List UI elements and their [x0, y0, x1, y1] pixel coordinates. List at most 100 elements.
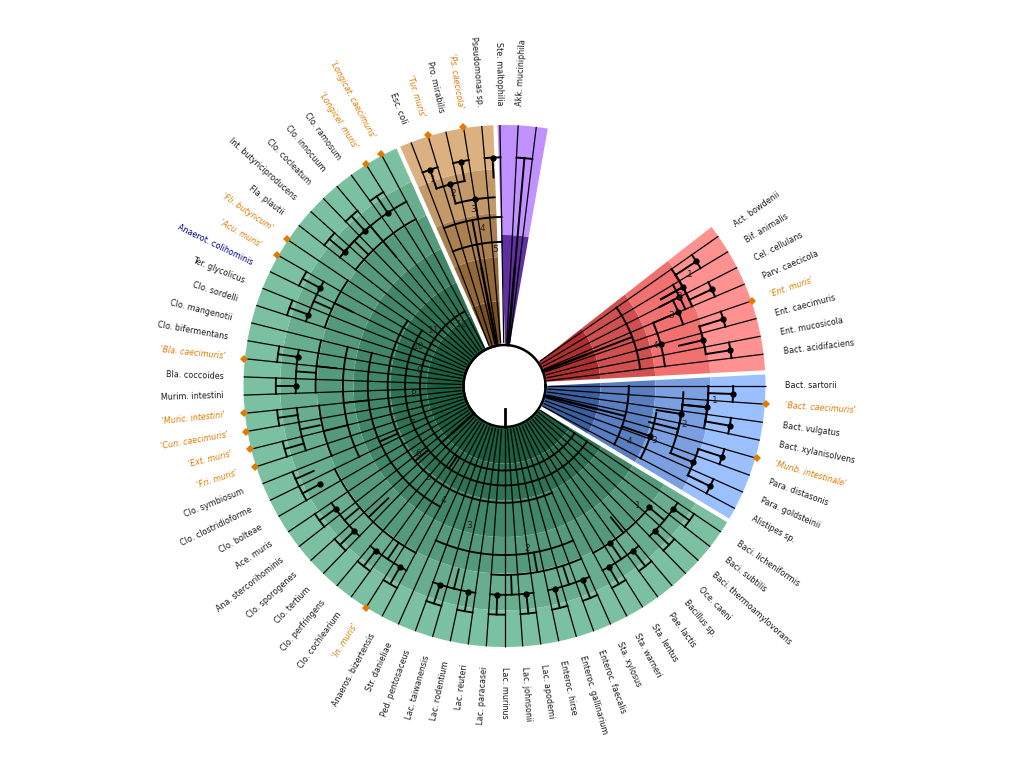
Text: 9: 9 — [416, 367, 422, 375]
Text: Lac. reuteri: Lac. reuteri — [455, 664, 470, 710]
Text: Clo. bifermentans: Clo. bifermentans — [156, 320, 229, 342]
Text: Baci. thermoamylovorans: Baci. thermoamylovorans — [710, 571, 793, 647]
Text: 'Muric. intestini': 'Muric. intestini' — [161, 411, 226, 426]
Wedge shape — [580, 293, 655, 381]
Text: Clo. innocuum: Clo. innocuum — [284, 124, 327, 174]
Text: 'Bla. caecimuris': 'Bla. caecimuris' — [159, 345, 226, 361]
Text: 'Tur. muris': 'Tur. muris' — [406, 74, 427, 119]
Text: Lac. rodentium: Lac. rodentium — [429, 660, 450, 721]
Text: 5: 5 — [492, 245, 497, 254]
Wedge shape — [499, 235, 531, 346]
Text: Clo. bolteae: Clo. bolteae — [217, 523, 263, 554]
Text: Lac. murinus: Lac. murinus — [500, 667, 509, 719]
Text: 3: 3 — [470, 205, 476, 215]
Wedge shape — [495, 125, 550, 237]
Text: Clo. mangenotii: Clo. mangenotii — [170, 298, 233, 323]
Text: 1: 1 — [687, 270, 693, 279]
Wedge shape — [390, 282, 602, 500]
Text: 2: 2 — [450, 189, 456, 198]
Text: 'Longicel. muris': 'Longicel. muris' — [317, 90, 359, 151]
Text: Clo. perfringens: Clo. perfringens — [279, 598, 327, 653]
Text: 'Fri. muris': 'Fri. muris' — [196, 469, 239, 490]
Text: Clo. cocleatum: Clo. cocleatum — [264, 137, 313, 187]
Text: Clo. symbiosum: Clo. symbiosum — [183, 487, 246, 520]
Text: 4: 4 — [479, 224, 485, 233]
Text: Clo. tertium: Clo. tertium — [273, 585, 313, 625]
Text: 4: 4 — [653, 341, 659, 350]
Wedge shape — [667, 225, 765, 375]
Text: 4: 4 — [627, 437, 633, 446]
Text: Pseudomonas sp.: Pseudomonas sp. — [469, 36, 484, 107]
Text: Esc. coli: Esc. coli — [387, 92, 408, 125]
Text: 1: 1 — [431, 174, 436, 184]
Text: Pro. mirabilis: Pro. mirabilis — [425, 60, 446, 113]
Text: Clo. clostridioforme: Clo. clostridioforme — [180, 505, 254, 548]
Text: Pae. lactis: Pae. lactis — [666, 611, 697, 648]
Text: Clo. cochlearium: Clo. cochlearium — [296, 611, 343, 671]
Text: Bacillus sp.: Bacillus sp. — [682, 598, 717, 638]
Text: Enteroc. gallinarium: Enteroc. gallinarium — [577, 655, 608, 736]
Wedge shape — [634, 375, 710, 492]
Text: 11: 11 — [428, 327, 440, 335]
Text: 'Ext. muris': 'Ext. muris' — [188, 449, 233, 469]
Wedge shape — [417, 169, 498, 228]
Text: Act. bowdenii: Act. bowdenii — [732, 190, 782, 229]
Text: Ent. mucosicola: Ent. mucosicola — [779, 316, 844, 337]
Text: 4: 4 — [441, 496, 447, 505]
Text: Lac. paracasei: Lac. paracasei — [476, 666, 489, 725]
Text: 3: 3 — [651, 436, 657, 445]
Text: 5: 5 — [425, 473, 431, 482]
Text: 'Fli. butyricum': 'Fli. butyricum' — [220, 192, 274, 232]
Text: Clo. sordelli: Clo. sordelli — [192, 280, 239, 303]
Text: Bact. acidifaciens: Bact. acidifaciens — [783, 339, 855, 356]
Text: 'Acu. muris': 'Acu. muris' — [218, 218, 263, 249]
Text: 'In. muris': 'In. muris' — [331, 621, 359, 660]
Text: Bif. animalis: Bif. animalis — [743, 212, 789, 245]
Text: 2: 2 — [525, 544, 530, 553]
Wedge shape — [681, 372, 766, 520]
Text: 'Ent. muris': 'Ent. muris' — [769, 276, 814, 299]
Text: Cel. cellulans: Cel. cellulans — [753, 230, 804, 262]
Text: 3: 3 — [669, 310, 674, 320]
Text: Sta. xylosus: Sta. xylosus — [614, 641, 643, 689]
Text: Sta. warneri: Sta. warneri — [633, 632, 663, 679]
Text: Int. butyriciproducens: Int. butyriciproducens — [227, 136, 299, 201]
Text: Sta. lentus: Sta. lentus — [650, 621, 680, 663]
Text: Murim. intestini: Murim. intestini — [161, 391, 224, 402]
Text: Ped. pentosaceus: Ped. pentosaceus — [380, 648, 413, 718]
Text: 1: 1 — [712, 396, 718, 405]
Text: Ent. caecimuris: Ent. caecimuris — [775, 293, 837, 317]
Wedge shape — [281, 181, 697, 611]
Wedge shape — [434, 213, 500, 268]
Wedge shape — [243, 147, 728, 647]
Text: Str. danieliae: Str. danieliae — [364, 641, 395, 692]
Wedge shape — [470, 301, 503, 348]
Text: 10: 10 — [413, 341, 425, 350]
Text: Bact. vulgatus: Bact. vulgatus — [782, 421, 840, 438]
Text: 2: 2 — [682, 420, 687, 428]
Wedge shape — [540, 381, 600, 435]
Text: 1: 1 — [635, 501, 641, 510]
Text: 'Cun. caecimuris': 'Cun. caecimuris' — [159, 430, 229, 451]
Text: 7: 7 — [410, 418, 415, 428]
Wedge shape — [353, 248, 634, 537]
Wedge shape — [317, 215, 665, 574]
Text: Parv. caecicola: Parv. caecicola — [762, 249, 820, 280]
Wedge shape — [452, 257, 501, 308]
Text: Alistipes sp.: Alistipes sp. — [751, 514, 797, 544]
Text: Anaeros. bizertensis: Anaeros. bizertensis — [330, 632, 376, 708]
Wedge shape — [399, 125, 496, 188]
Wedge shape — [537, 327, 600, 384]
Text: 2: 2 — [677, 293, 682, 301]
Text: Para. distasonis: Para. distasonis — [767, 478, 829, 508]
Text: 'Bact. caecimuris': 'Bact. caecimuris' — [784, 401, 856, 415]
Text: Lac. johnsonii: Lac. johnsonii — [520, 666, 533, 721]
Text: Bla. coccoides: Bla. coccoides — [165, 370, 224, 381]
Text: Enteroc. hirse: Enteroc. hirse — [559, 660, 579, 716]
Text: 'Longicat. caecimuris': 'Longicat. caecimuris' — [328, 59, 376, 140]
Text: Bact. xylanisolvens: Bact. xylanisolvens — [778, 440, 856, 465]
Text: Baci. licheniformis: Baci. licheniformis — [735, 540, 801, 588]
Text: Ste. maltophilia: Ste. maltophilia — [494, 42, 504, 105]
Text: Akk. muciniphila: Akk. muciniphila — [515, 39, 527, 106]
Text: Clo. sporogenes: Clo. sporogenes — [245, 571, 299, 621]
